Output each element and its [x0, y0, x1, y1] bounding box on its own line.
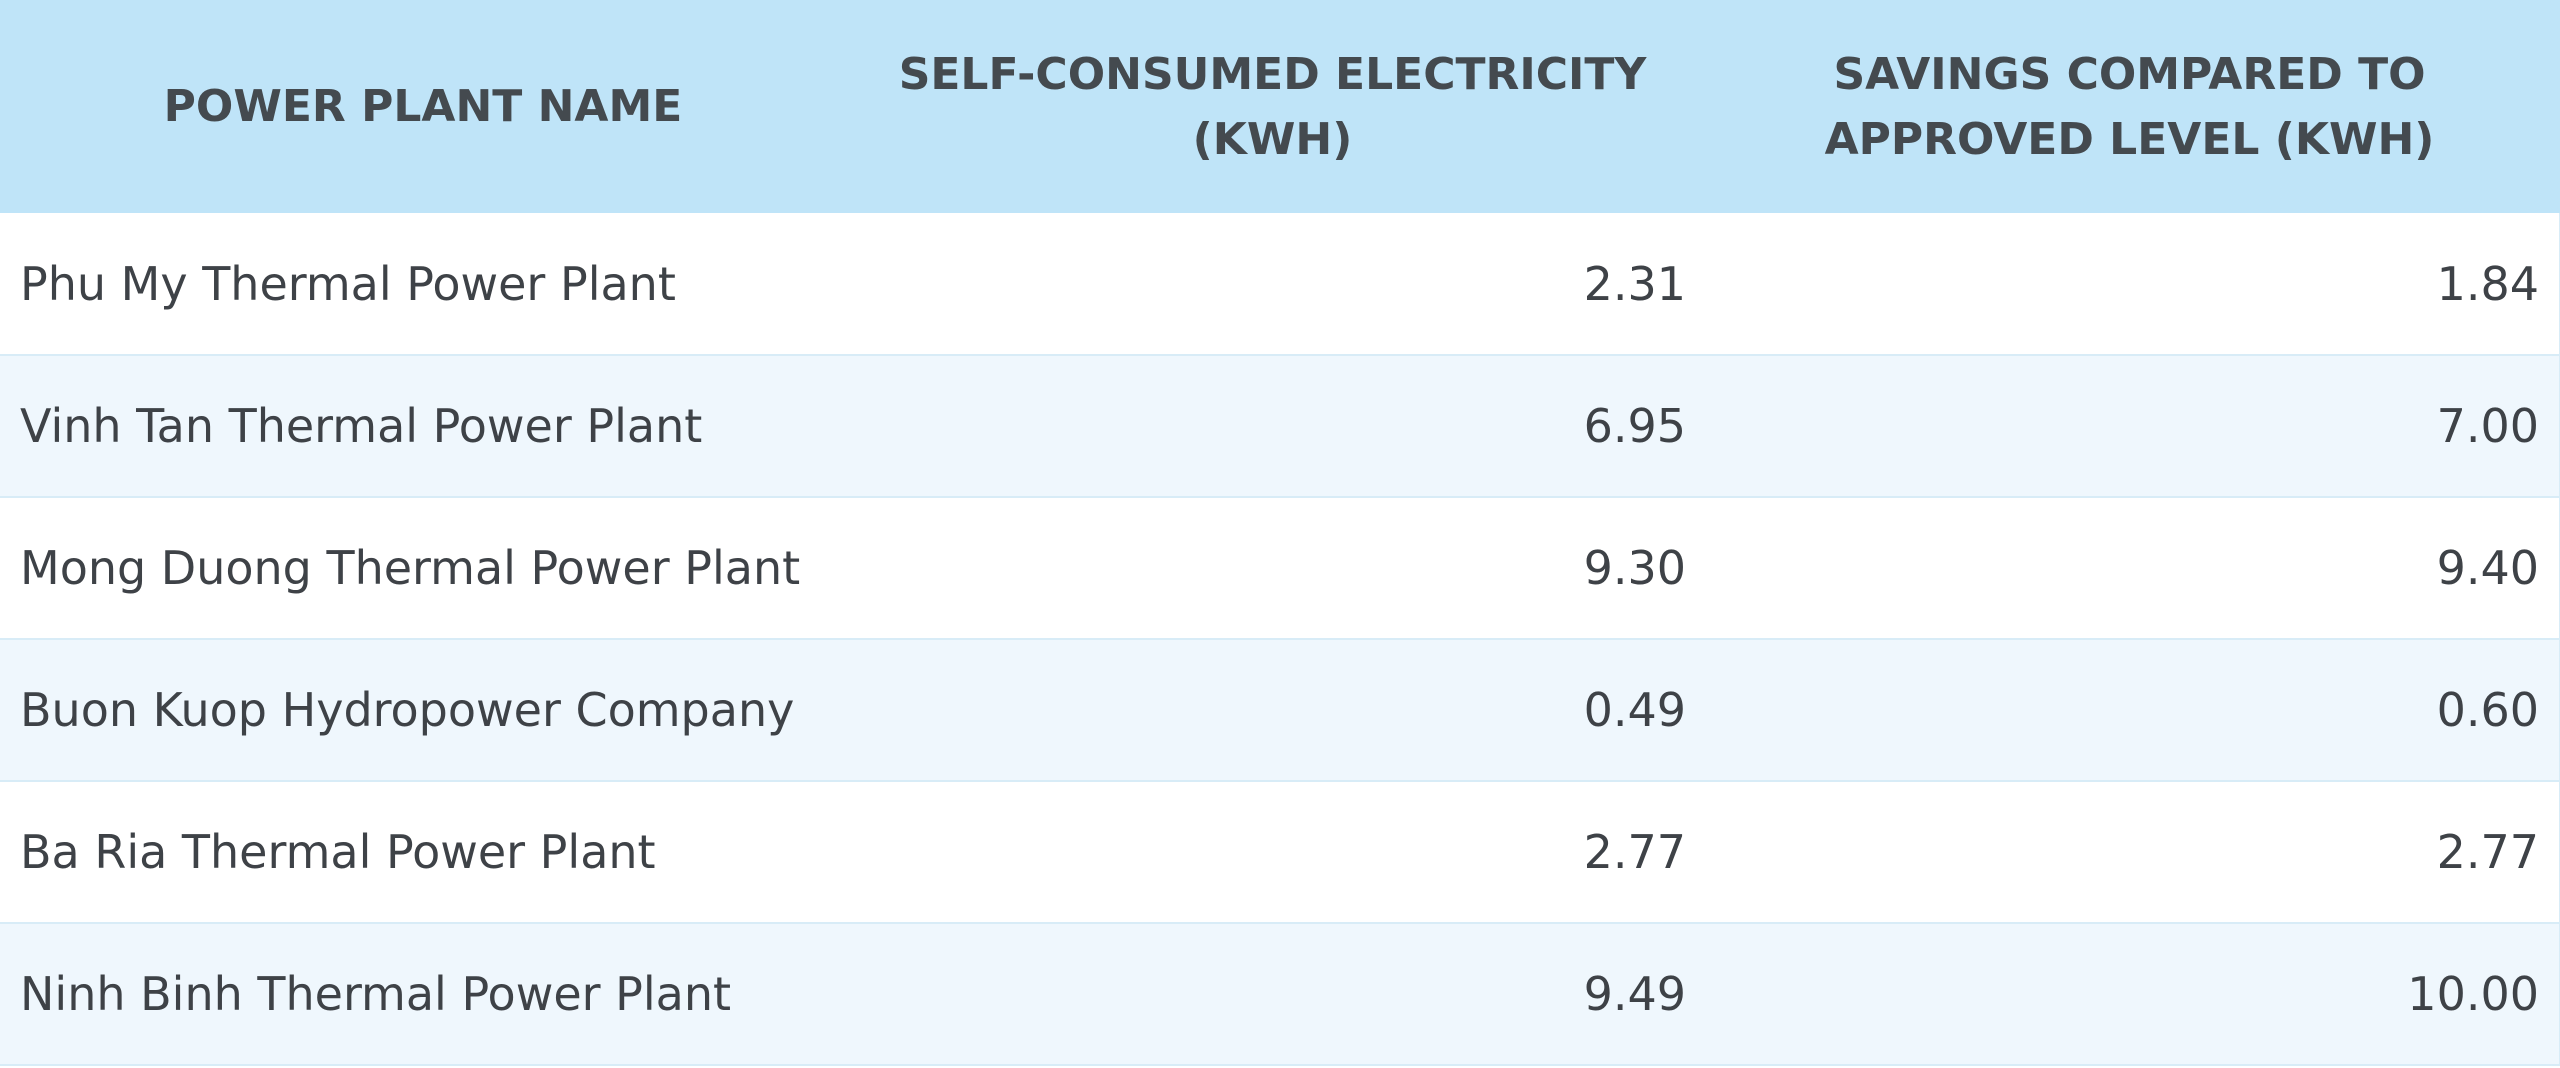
header-row: POWER PLANT NAME SELF-CONSUMED ELECTRICI… — [0, 0, 2560, 213]
cell-self-consumed: 9.49 — [846, 923, 1699, 1066]
cell-savings: 2.77 — [1699, 781, 2560, 924]
cell-savings: 9.40 — [1699, 497, 2560, 640]
header-power-plant-name: POWER PLANT NAME — [0, 0, 846, 213]
table-row: Ninh Binh Thermal Power Plant 9.49 10.00 — [0, 923, 2560, 1066]
table-header: POWER PLANT NAME SELF-CONSUMED ELECTRICI… — [0, 0, 2560, 213]
table-row: Phu My Thermal Power Plant 2.31 1.84 — [0, 213, 2560, 356]
cell-plant-name: Phu My Thermal Power Plant — [0, 213, 846, 356]
cell-savings: 10.00 — [1699, 923, 2560, 1066]
cell-self-consumed: 9.30 — [846, 497, 1699, 640]
table-row: Buon Kuop Hydropower Company 0.49 0.60 — [0, 639, 2560, 782]
cell-plant-name: Vinh Tan Thermal Power Plant — [0, 355, 846, 498]
cell-plant-name: Buon Kuop Hydropower Company — [0, 639, 846, 782]
table-row: Vinh Tan Thermal Power Plant 6.95 7.00 — [0, 355, 2560, 498]
header-self-consumed-electricity: SELF-CONSUMED ELECTRICITY (KWH) — [846, 0, 1699, 213]
cell-savings: 1.84 — [1699, 213, 2560, 356]
cell-plant-name: Mong Duong Thermal Power Plant — [0, 497, 846, 640]
table-row: Mong Duong Thermal Power Plant 9.30 9.40 — [0, 497, 2560, 640]
table-row: Ba Ria Thermal Power Plant 2.77 2.77 — [0, 781, 2560, 924]
cell-plant-name: Ba Ria Thermal Power Plant — [0, 781, 846, 924]
header-savings-compared: SAVINGS COMPARED TO APPROVED LEVEL (KWH) — [1699, 0, 2560, 213]
cell-savings: 7.00 — [1699, 355, 2560, 498]
cell-plant-name: Ninh Binh Thermal Power Plant — [0, 923, 846, 1066]
cell-self-consumed: 2.31 — [846, 213, 1699, 356]
cell-savings: 0.60 — [1699, 639, 2560, 782]
cell-self-consumed: 2.77 — [846, 781, 1699, 924]
cell-self-consumed: 0.49 — [846, 639, 1699, 782]
cell-self-consumed: 6.95 — [846, 355, 1699, 498]
table-body: Phu My Thermal Power Plant 2.31 1.84 Vin… — [0, 213, 2560, 1066]
